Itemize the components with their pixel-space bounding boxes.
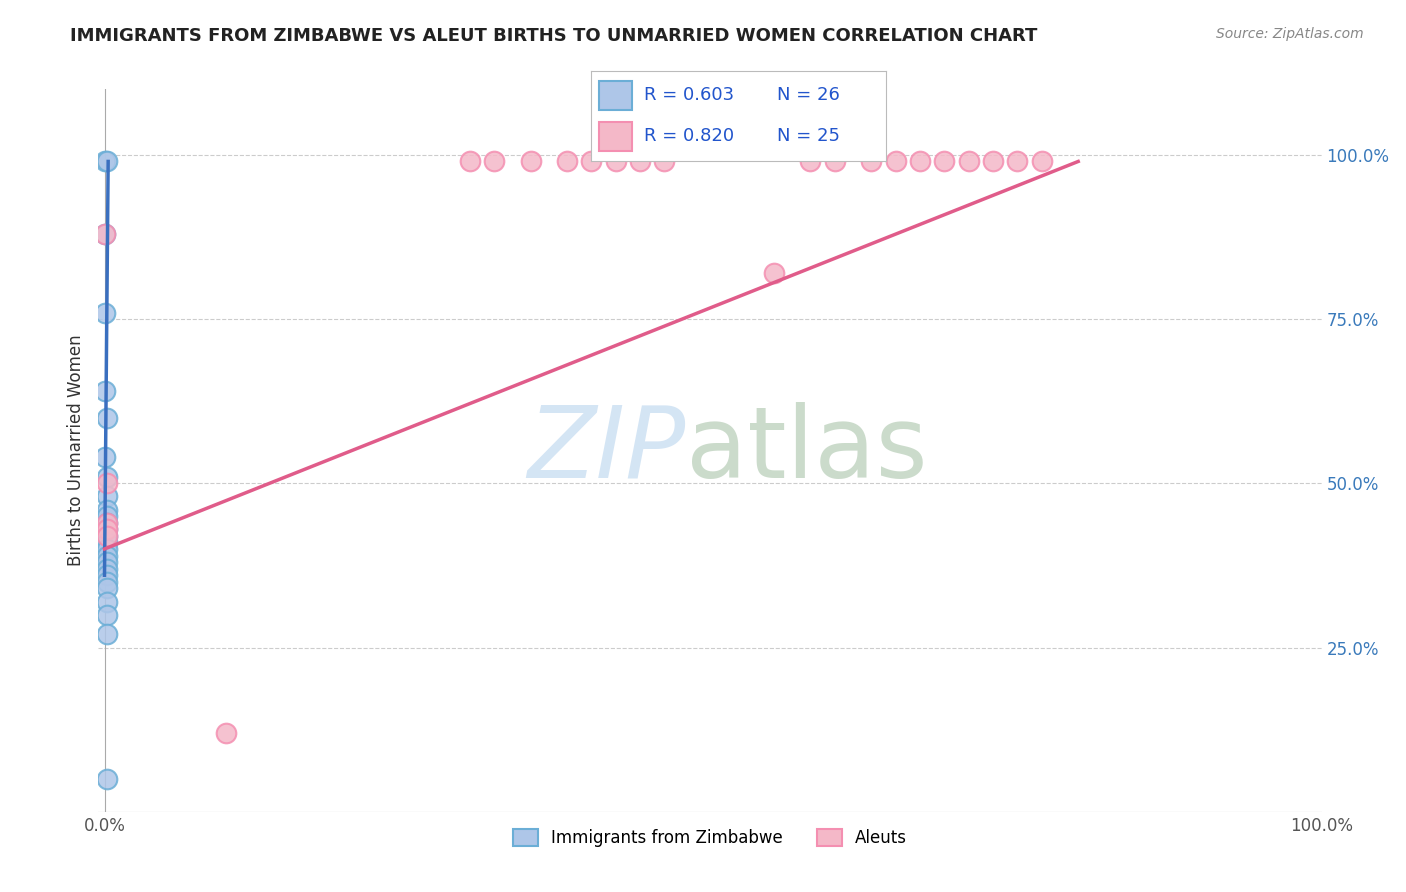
- Point: [96, 516, 118, 530]
- Point: [96, 522, 118, 536]
- Point: [215, 726, 238, 740]
- Point: [96, 582, 118, 596]
- Point: [628, 154, 651, 169]
- Point: [96, 568, 118, 582]
- Point: [93, 450, 115, 464]
- Point: [96, 555, 118, 569]
- Point: [1031, 154, 1053, 169]
- Point: [96, 529, 118, 543]
- Point: [605, 154, 627, 169]
- Text: R = 0.603: R = 0.603: [644, 87, 734, 104]
- Point: [96, 535, 118, 549]
- Point: [96, 469, 118, 483]
- Point: [96, 627, 118, 641]
- Point: [96, 490, 118, 504]
- Point: [96, 574, 118, 589]
- Point: [96, 594, 118, 608]
- Point: [96, 509, 118, 524]
- Point: [93, 154, 115, 169]
- Point: [96, 549, 118, 563]
- Point: [96, 476, 118, 491]
- Text: IMMIGRANTS FROM ZIMBABWE VS ALEUT BIRTHS TO UNMARRIED WOMEN CORRELATION CHART: IMMIGRANTS FROM ZIMBABWE VS ALEUT BIRTHS…: [70, 27, 1038, 45]
- Point: [96, 522, 118, 536]
- Point: [799, 154, 821, 169]
- FancyBboxPatch shape: [599, 122, 631, 151]
- Point: [93, 227, 115, 241]
- Point: [96, 502, 118, 516]
- FancyBboxPatch shape: [599, 81, 631, 110]
- Text: N = 25: N = 25: [776, 128, 839, 145]
- Point: [1007, 154, 1029, 169]
- Point: [519, 154, 541, 169]
- Point: [981, 154, 1004, 169]
- Text: atlas: atlas: [686, 402, 927, 499]
- Point: [908, 154, 931, 169]
- Point: [482, 154, 505, 169]
- Text: N = 26: N = 26: [776, 87, 839, 104]
- Point: [93, 384, 115, 399]
- Point: [96, 516, 118, 530]
- Point: [957, 154, 980, 169]
- Point: [654, 154, 676, 169]
- Point: [581, 154, 603, 169]
- Point: [96, 562, 118, 576]
- Point: [96, 410, 118, 425]
- Point: [860, 154, 883, 169]
- Point: [96, 529, 118, 543]
- Point: [934, 154, 956, 169]
- Point: [93, 305, 115, 319]
- Point: [884, 154, 907, 169]
- Point: [824, 154, 846, 169]
- Point: [96, 607, 118, 622]
- Point: [96, 772, 118, 786]
- Point: [555, 154, 578, 169]
- Legend: Immigrants from Zimbabwe, Aleuts: Immigrants from Zimbabwe, Aleuts: [506, 822, 914, 854]
- Y-axis label: Births to Unmarried Women: Births to Unmarried Women: [66, 334, 84, 566]
- Text: Source: ZipAtlas.com: Source: ZipAtlas.com: [1216, 27, 1364, 41]
- Point: [93, 227, 115, 241]
- Text: ZIP: ZIP: [527, 402, 686, 499]
- Point: [96, 154, 118, 169]
- Point: [458, 154, 481, 169]
- Point: [762, 266, 785, 280]
- Text: R = 0.820: R = 0.820: [644, 128, 734, 145]
- Point: [96, 541, 118, 556]
